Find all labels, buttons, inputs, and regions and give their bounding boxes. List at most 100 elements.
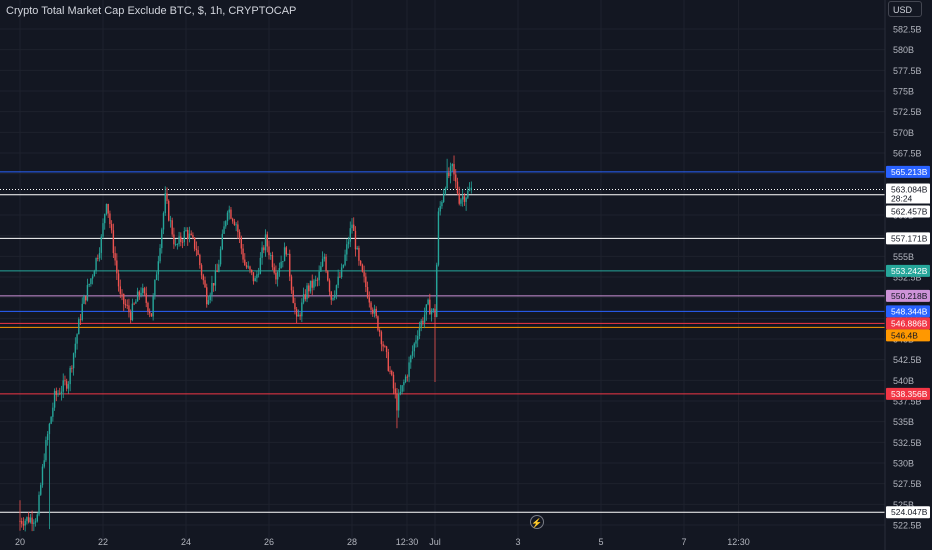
candle-body [185,230,187,232]
candle-body [384,346,386,348]
candle-body [230,209,232,219]
price-level-badge-label: 546.4B [891,330,918,340]
price-level-badge-label: 562.457B [891,207,928,217]
candle-body [43,460,45,467]
price-level-badge-label: 565.213B [891,167,928,177]
candle-body [251,269,253,273]
candle-body [449,166,452,177]
candle-body [427,299,429,305]
candle-body [69,367,71,385]
candle-body [270,255,272,256]
candle-body [226,212,229,222]
y-tick-label: 540B [893,376,914,386]
candle-body [252,272,255,282]
price-level-badge-label: 538.356B [891,389,928,399]
price-level-badge [886,305,930,318]
candle-body [81,303,83,320]
candle-body [356,247,358,250]
candle-body [240,237,243,249]
y-tick-label: 577.5B [893,66,922,76]
candle-body [150,313,153,317]
candle-body [328,280,331,292]
candle-body [373,308,376,314]
candle-body [173,234,175,245]
price-level-badge [886,289,930,302]
candle-body [168,200,170,221]
y-tick-label: 580B [893,45,914,55]
candle-body [34,521,37,523]
y-tick-label: 522.5B [893,521,922,531]
y-tick-label: 535B [893,417,914,427]
candle-body [261,247,263,258]
candle-body [176,244,179,245]
candle-body [308,285,310,292]
candle-body [112,230,115,254]
price-level-badge-label: 548.344B [891,306,928,316]
candle-body [145,293,147,303]
candle-body [353,224,355,231]
candle-body [211,283,213,295]
candle-body [263,247,265,251]
candle-body [33,522,35,524]
candle-body [256,274,258,279]
candle-body [129,312,132,321]
candle-body [128,305,130,313]
currency-button[interactable]: USD [888,1,922,17]
candle-body [340,267,343,277]
candle-body [289,253,291,277]
x-tick-label: Jul [429,537,441,547]
y-tick-label: 530B [893,459,914,469]
candle-body [183,231,185,243]
candle-body [361,264,364,272]
candle-body [199,254,201,266]
candle-body [354,230,357,250]
candle-body [467,190,469,198]
x-tick-label: 3 [515,537,520,547]
candle-body [154,279,156,297]
y-tick-label: 582.5B [893,25,922,35]
price-level-badge-label: 553.242B [891,266,928,276]
lightning-icon[interactable]: ⚡ [530,515,544,529]
candle-body [86,285,89,301]
candle-body [123,293,125,304]
candle-body [41,466,44,486]
candle-body [76,334,78,344]
candle-body [116,260,118,274]
candle-body [339,276,341,278]
candle-body [171,220,173,235]
candle-body [316,279,319,281]
candle-body [365,276,367,288]
candle-body [418,327,421,337]
y-tick-label: 532.5B [893,438,922,448]
x-tick-label: 26 [264,537,274,547]
candle-body [38,494,40,515]
candle-body [404,376,407,383]
candle-body [396,393,398,411]
candle-body [422,320,424,323]
candle-body [245,265,248,268]
candle-body [268,246,270,256]
price-level-badge [886,183,930,196]
candle-body [444,188,447,194]
candle-body [397,393,400,411]
candle-body [36,514,38,522]
y-tick-label: 572.5B [893,107,922,117]
candle-body [321,258,324,267]
candlestick-series [19,155,473,532]
y-tick-label: 525B [893,500,914,510]
candle-body [434,308,436,317]
candle-body [318,271,320,281]
y-tick-label: 537.5B [893,397,922,407]
candle-body [97,257,99,259]
y-tick-label: 575B [893,87,914,97]
candle-body [190,233,192,235]
candle-body [346,244,348,255]
candle-body [207,300,210,305]
price-level-badge-label: 546.886B [891,318,928,328]
candle-body [212,283,215,286]
candle-body [295,309,298,317]
candle-body [330,291,332,300]
candle-body [110,224,113,231]
candle-body [299,314,301,317]
